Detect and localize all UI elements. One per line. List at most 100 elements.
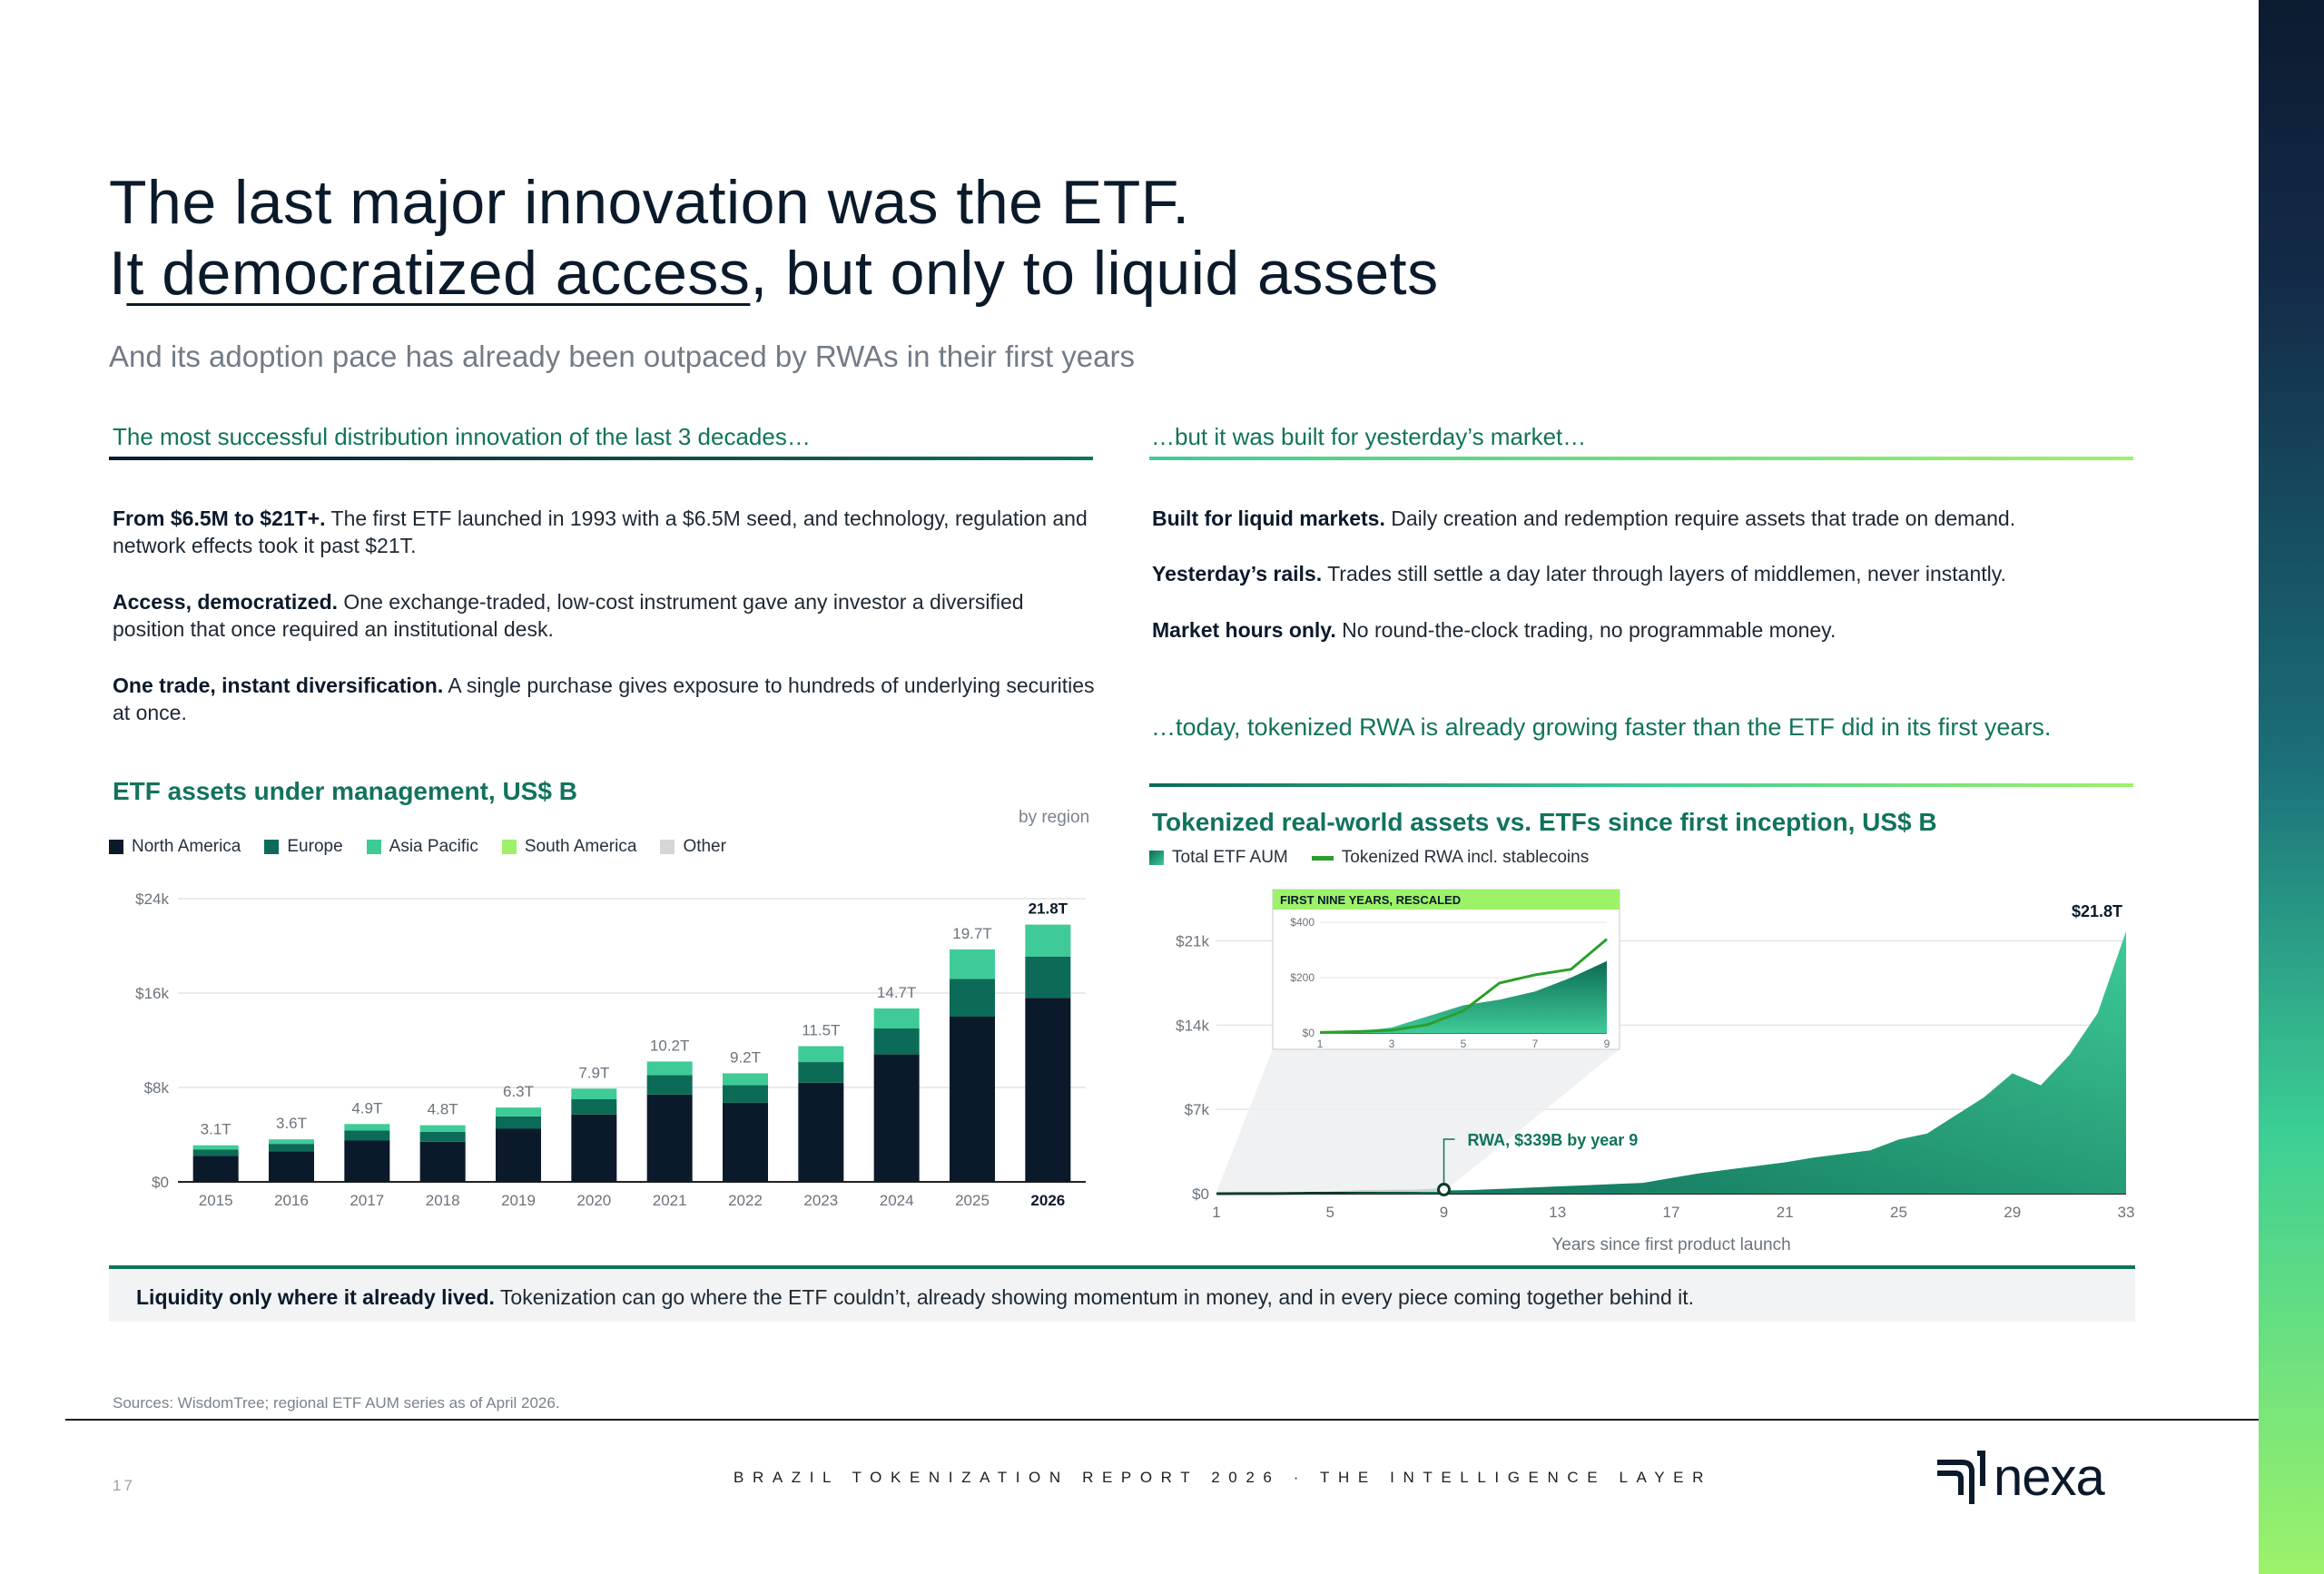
x-tick-label: 2015 (199, 1192, 233, 1209)
annotation-leader (1443, 1138, 1455, 1186)
inset-x-tick-label: 1 (1317, 1038, 1324, 1050)
legend-swatch (264, 840, 280, 854)
decorative-gradient-bar (2259, 0, 2324, 1574)
rwa-annotation-label: RWA, $339B by year 9 (1468, 1131, 1639, 1149)
title-underlined-phrase: t democratized access (126, 239, 751, 308)
bar-segment (269, 1139, 314, 1145)
bar-segment (496, 1107, 541, 1117)
x-tick-label: 5 (1326, 1204, 1334, 1221)
bar-segment (646, 1061, 693, 1076)
inset-title-bar (1273, 890, 1620, 910)
bar-segment (1025, 924, 1071, 957)
bar-total-label: 21.8T (1029, 900, 1068, 918)
bar-segment (1025, 998, 1071, 1182)
bar-segment (419, 1131, 466, 1142)
legend-item-total-etf-aum: Total ETF AUM (1149, 848, 1288, 868)
bar-total-label: 9.2T (730, 1048, 761, 1066)
y-tick-label: $8k (144, 1079, 170, 1097)
x-tick-label: 17 (1663, 1204, 1680, 1221)
x-tick-label: 1 (1212, 1204, 1220, 1221)
etf-chart-legend: North America Europe Asia Pacific South … (109, 837, 726, 857)
bar-total-label: 3.1T (201, 1121, 231, 1138)
key-takeaway-callout: Liquidity only where it already lived. T… (109, 1265, 2135, 1322)
legend-item-europe: Europe (264, 837, 343, 857)
bar-segment (344, 1140, 390, 1182)
inset-x-tick-label: 9 (1604, 1038, 1610, 1050)
x-tick-label: 2018 (426, 1192, 460, 1209)
etf-chart-title: ETF assets under management, US$ B (113, 777, 577, 805)
bar-total-label: 14.7T (877, 984, 916, 1001)
bar-segment (723, 1085, 768, 1103)
x-tick-label: 33 (2118, 1204, 2135, 1221)
legend-item-north-america: North America (109, 837, 241, 857)
page-title: The last major innovation was the ETF. I… (109, 167, 2106, 309)
y-tick-label: $21k (1176, 933, 1209, 950)
bar-segment (419, 1141, 466, 1182)
inset-title: FIRST NINE YEARS, RESCALED (1280, 893, 1461, 907)
bar-total-label: 6.3T (503, 1083, 534, 1100)
left-section-rule (109, 457, 1093, 460)
inset-x-tick-label: 3 (1389, 1038, 1395, 1050)
bar-segment (873, 1054, 920, 1182)
bar-segment (798, 1046, 844, 1063)
x-tick-label: 2017 (350, 1192, 384, 1209)
bar-total-label: 4.8T (428, 1101, 458, 1118)
nexa-logo: nexa (1935, 1447, 2105, 1508)
right-point-2: Yesterday’s rails. Trades still settle a… (1152, 562, 2006, 585)
x-tick-label: 2025 (955, 1192, 990, 1209)
x-tick-label: 2016 (274, 1192, 309, 1209)
inset-y-tick-label: $200 (1290, 971, 1315, 984)
y-tick-label: $0 (152, 1174, 169, 1191)
x-tick-label: 29 (2004, 1204, 2021, 1221)
right-section-rule (1149, 457, 2133, 460)
etf-aum-bar-chart: $0 $8k $16k $24k 3.1T 2015 3.6T 2016 4.9T 2017 4.8… (135, 890, 1086, 1209)
x-tick-label: 2023 (803, 1192, 838, 1209)
bar-segment (192, 1156, 239, 1182)
etf-chart-note: by region (1019, 808, 1090, 827)
nexa-logo-wordmark: nexa (1994, 1448, 2105, 1507)
x-tick-label: 2021 (653, 1192, 687, 1209)
bar-segment (798, 1062, 844, 1083)
inset-y-tick-label: $400 (1290, 916, 1315, 929)
bar-segment (873, 1008, 920, 1028)
bar-segment (571, 1114, 617, 1182)
bar-segment (571, 1099, 617, 1115)
legend-swatch (1149, 851, 1164, 865)
page-subtitle: And its adoption pace has already been o… (109, 339, 1135, 373)
zoom-wedge (1216, 1049, 1620, 1192)
bar-total-label: 7.9T (578, 1064, 609, 1081)
legend-item-tokenized-rwa: Tokenized RWA incl. stablecoins (1311, 848, 1589, 868)
bar-total-label: 19.7T (952, 925, 991, 942)
end-value-label: $21.8T (2072, 902, 2122, 920)
bar-segment (571, 1088, 617, 1099)
bar-segment (950, 979, 995, 1017)
nexa-logo-icon (1937, 1450, 1985, 1504)
inset-x-tick-label: 7 (1532, 1038, 1539, 1050)
legend-item-south-america: South America (501, 837, 636, 857)
bar-segment (192, 1145, 239, 1150)
x-tick-label: 2026 (1030, 1192, 1065, 1209)
bar-segment (496, 1116, 541, 1129)
right-section-heading: …but it was built for yesterday’s market… (1151, 423, 1587, 450)
legend-item-other: Other (660, 837, 726, 857)
legend-swatch (366, 840, 381, 854)
y-tick-label: $16k (135, 985, 169, 1002)
etf-aum-area (1216, 930, 2126, 1194)
legend-line-swatch (1311, 855, 1334, 861)
bar-segment (192, 1149, 239, 1156)
bar-total-label: 10.2T (650, 1037, 689, 1054)
x-tick-label: 13 (1549, 1204, 1566, 1221)
x-axis-label: Years since first product launch (1551, 1235, 1790, 1254)
x-tick-label: 9 (1440, 1204, 1448, 1221)
report-footer-title: BRAZIL TOKENIZATION REPORT 2026 · THE IN… (734, 1469, 1712, 1486)
bar-segment (873, 1028, 920, 1055)
y-tick-label: $7k (1185, 1101, 1210, 1118)
bar-segment (344, 1124, 390, 1131)
inset-rwa-line (1319, 938, 1608, 1034)
left-section-heading: The most successful distribution innovat… (113, 423, 811, 450)
footer-divider (65, 1419, 2259, 1421)
bar-segment (646, 1075, 693, 1095)
x-tick-label: 2019 (501, 1192, 536, 1209)
bar-total-label: 4.9T (351, 1099, 382, 1117)
